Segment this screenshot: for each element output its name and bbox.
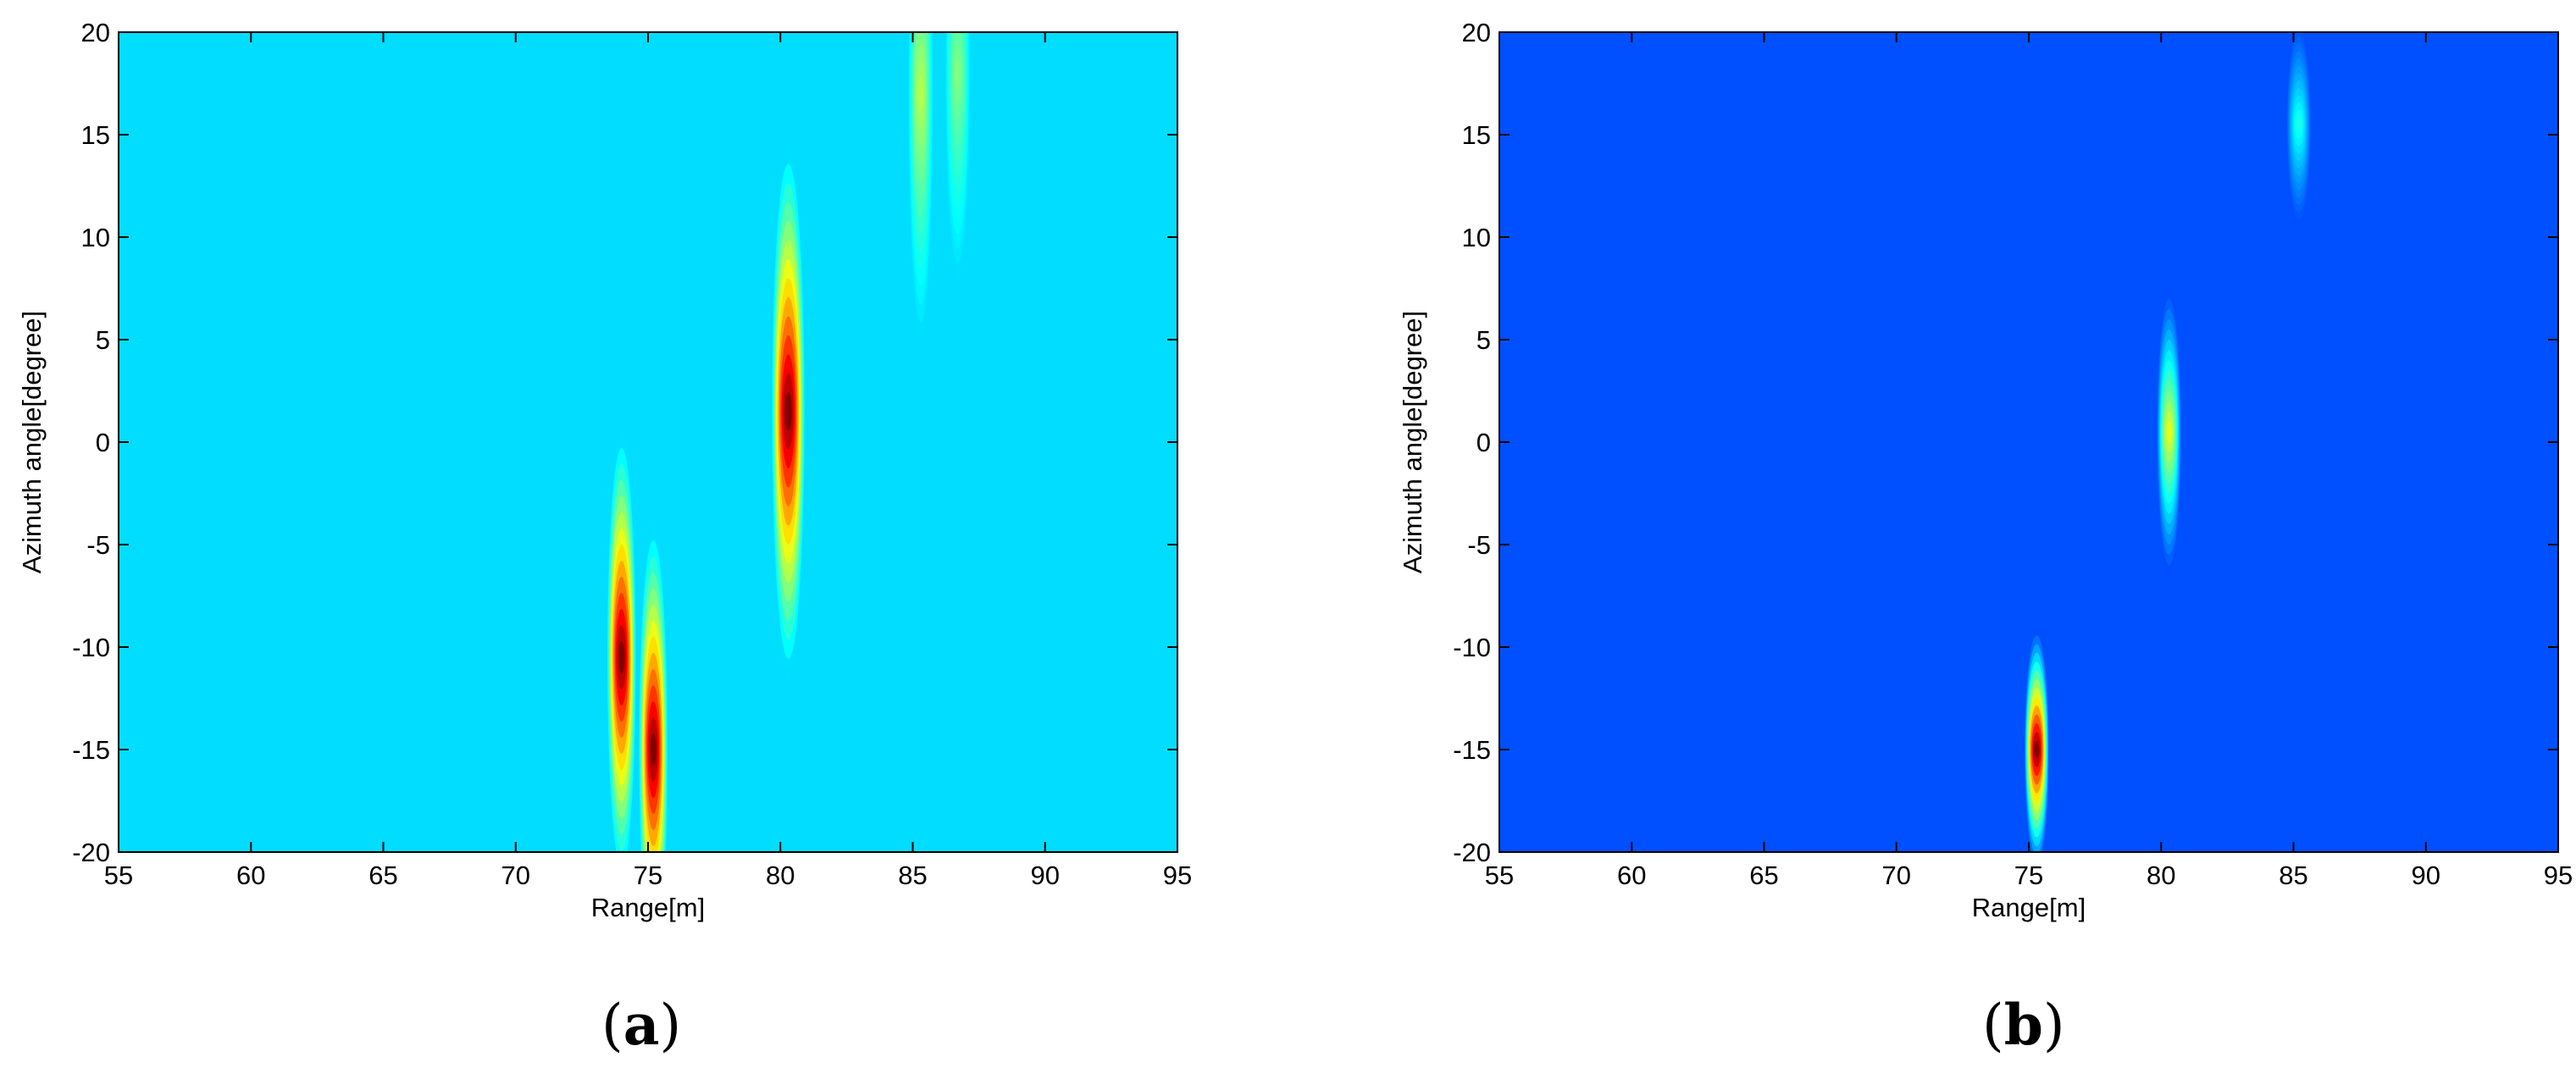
target-a-4 [907, 32, 933, 340]
target-b-2 [2156, 288, 2182, 576]
y-tick-label: -20 [72, 838, 110, 867]
y-tick-label: 15 [1462, 120, 1491, 150]
y-tick-label: 5 [1476, 325, 1491, 355]
target-a-3 [771, 145, 806, 678]
x-tick-label: 95 [1163, 860, 1192, 890]
y-tick-label: -15 [1453, 735, 1491, 765]
x-axis-label: Range[m] [591, 893, 705, 922]
panel-caption: (b) [1982, 992, 2065, 1058]
x-tick-label: 55 [104, 860, 133, 890]
y-axis-label: Azimuth angle[degree] [17, 311, 47, 573]
y-tick-label: -15 [72, 735, 110, 765]
x-tick-label: 95 [2544, 860, 2573, 890]
y-tick-label: 20 [1462, 18, 1491, 47]
x-tick-label: 70 [1882, 860, 1911, 890]
x-tick-label: 90 [2412, 860, 2440, 890]
target-b-1 [2024, 626, 2050, 852]
x-tick-label: 80 [2147, 860, 2175, 890]
heatmap-marks [2024, 32, 2312, 852]
x-tick-label: 60 [1617, 860, 1646, 890]
target-a-5 [945, 32, 971, 279]
y-tick-label: 10 [1462, 223, 1491, 252]
x-tick-label: 60 [236, 860, 265, 890]
x-tick-label: 65 [368, 860, 397, 890]
y-tick-label: -20 [1453, 838, 1491, 867]
y-axis-label: Azimuth angle[degree] [1398, 311, 1427, 573]
target-a-2 [638, 523, 668, 852]
y-tick-label: 0 [1476, 428, 1491, 457]
panel-caption: (a) [601, 992, 681, 1058]
x-tick-label: 65 [1749, 860, 1778, 890]
heatmap-chart-a: 55 60 65 70 75 80 85 90 95 -20 -15 -10 -5 0 5 10 15 20 Ran… [17, 18, 1192, 1058]
heatmap-chart-b: 55 60 65 70 75 80 85 90 95 -20 -15 -10 -5 0 5 10 15 20 Ran… [1398, 18, 2573, 1058]
target-a-1 [607, 431, 637, 852]
y-tick-label: 0 [96, 428, 110, 457]
heatmap-marks [607, 32, 971, 852]
y-tick-label: 20 [81, 18, 110, 47]
x-tick-label: 80 [766, 860, 795, 890]
y-tick-label: -10 [72, 633, 110, 662]
y-tick-label: 10 [81, 223, 110, 252]
x-axis-label: Range[m] [1972, 893, 2086, 922]
y-tick-label: 15 [81, 120, 110, 150]
y-tick-label: -5 [86, 530, 110, 560]
y-tick-label: 5 [96, 325, 110, 355]
panel-a: 55 60 65 70 75 80 85 90 95 -20 -15 -10 -5 0 5 10 15 20 Ran… [17, 18, 1192, 1058]
x-tick-label: 55 [1485, 860, 1514, 890]
x-tick-label: 75 [2014, 860, 2043, 890]
x-tick-label: 75 [634, 860, 662, 890]
y-tick-label: -5 [1467, 530, 1491, 560]
y-tick-label: -10 [1453, 633, 1491, 662]
x-tick-label: 85 [2279, 860, 2307, 890]
x-tick-label: 70 [501, 860, 530, 890]
x-tick-label: 90 [1031, 860, 1060, 890]
x-tick-label: 85 [898, 860, 927, 890]
target-b-3 [2285, 32, 2312, 227]
panel-b: 55 60 65 70 75 80 85 90 95 -20 -15 -10 -5 0 5 10 15 20 Ran… [1381, 0, 2576, 1068]
